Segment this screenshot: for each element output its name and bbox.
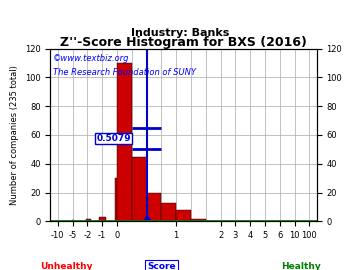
Bar <box>191 218 206 221</box>
Text: The Research Foundation of SUNY: The Research Foundation of SUNY <box>53 68 196 77</box>
Bar <box>86 218 91 221</box>
Bar <box>161 203 176 221</box>
Bar <box>99 217 106 221</box>
Bar <box>132 157 147 221</box>
Title: Z''-Score Histogram for BXS (2016): Z''-Score Histogram for BXS (2016) <box>60 36 307 49</box>
Text: Industry: Banks: Industry: Banks <box>131 28 229 38</box>
Text: Unhealthy: Unhealthy <box>40 262 93 270</box>
Y-axis label: Number of companies (235 total): Number of companies (235 total) <box>10 65 19 205</box>
Bar <box>72 220 74 221</box>
Bar <box>176 210 191 221</box>
Bar <box>147 193 161 221</box>
Bar <box>115 178 125 221</box>
Text: 0.5079: 0.5079 <box>96 134 131 143</box>
Text: Healthy: Healthy <box>281 262 321 270</box>
Bar <box>117 63 132 221</box>
Text: ©www.textbiz.org: ©www.textbiz.org <box>53 54 130 63</box>
Text: Score: Score <box>147 262 176 270</box>
